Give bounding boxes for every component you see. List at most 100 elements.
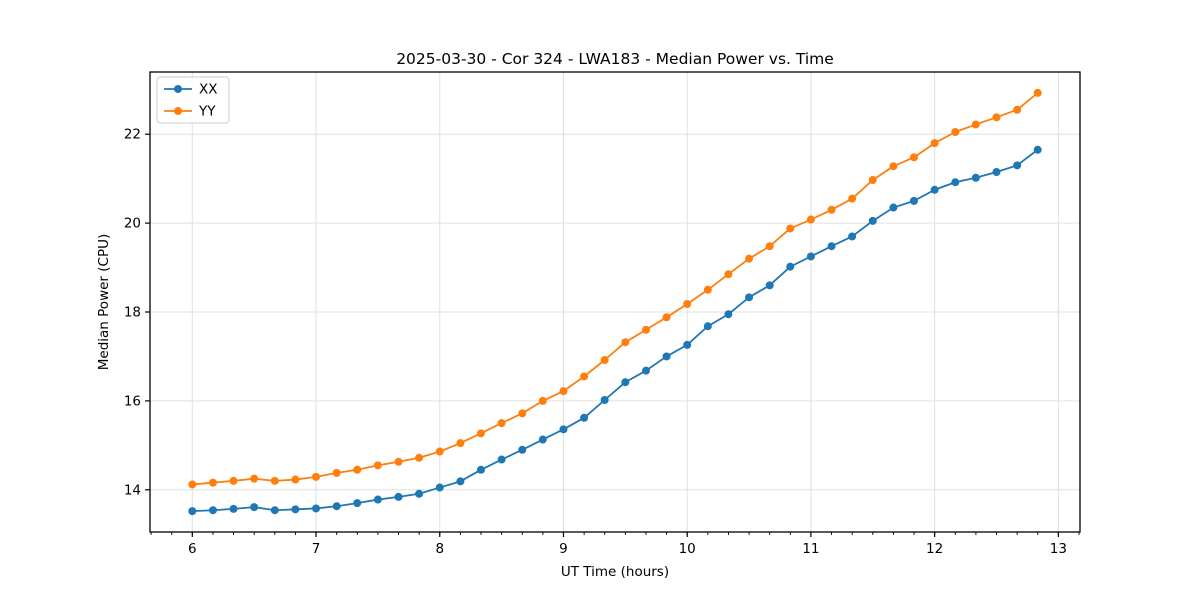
data-point-yy [868, 176, 877, 184]
data-point-yy [745, 254, 754, 263]
data-point-xx [683, 340, 692, 349]
x-tick-label: 7 [312, 541, 321, 557]
data-point-yy [332, 468, 341, 477]
data-point-yy [538, 396, 547, 405]
data-point-yy [188, 480, 197, 489]
series-layer [188, 88, 1042, 516]
data-point-xx [724, 310, 733, 319]
data-point-xx [662, 352, 671, 361]
data-point-xx [889, 203, 898, 212]
data-point-yy [848, 194, 857, 203]
data-point-yy [765, 242, 774, 251]
series-line-xx [192, 149, 1039, 513]
plot-frame [149, 71, 1081, 533]
y-tick-label: 20 [124, 216, 141, 232]
axes-spines [149, 71, 1081, 533]
data-point-xx [930, 185, 939, 194]
x-tick-label: 8 [435, 541, 444, 557]
data-point-xx [745, 293, 754, 302]
data-point-xx [559, 425, 568, 434]
data-point-yy [992, 113, 1001, 122]
data-point-yy [580, 372, 589, 381]
data-point-xx [971, 173, 980, 182]
data-point-xx [806, 252, 815, 261]
data-point-yy [971, 120, 980, 129]
data-point-xx [827, 242, 836, 251]
data-point-yy [683, 300, 692, 308]
data-point-yy [518, 409, 527, 418]
data-point-yy [312, 472, 321, 481]
data-point-xx [250, 503, 259, 512]
data-point-yy [373, 461, 382, 470]
data-point-yy [497, 419, 506, 428]
tick-layer: 6 7 8 9 10 11 12 13 14 16 18 20 22 [124, 127, 1080, 557]
data-point-xx [435, 483, 444, 492]
data-point-yy [435, 447, 444, 456]
data-point-xx [373, 495, 382, 504]
x-tick-label: 13 [1050, 541, 1067, 557]
data-point-xx [848, 232, 857, 241]
data-point-xx [312, 504, 321, 513]
data-point-xx [703, 322, 712, 331]
legend-item-yy: YY [164, 104, 216, 120]
data-point-yy [270, 476, 279, 485]
legend-box [156, 76, 230, 124]
data-point-yy [930, 139, 939, 148]
chart-title: 2025-03-30 - Cor 324 - LWA183 - Median P… [396, 50, 834, 68]
data-point-yy [208, 478, 217, 487]
data-point-xx [332, 502, 341, 511]
data-point-yy [415, 453, 424, 462]
legend-marker-icon [174, 107, 182, 115]
data-point-xx [353, 499, 362, 508]
legend-marker-icon [174, 85, 182, 93]
data-point-yy [353, 465, 362, 474]
data-point-yy [641, 325, 650, 334]
data-point-xx [765, 281, 774, 290]
data-point-yy [889, 162, 898, 171]
data-point-xx [394, 492, 403, 501]
y-tick-label: 18 [124, 305, 141, 321]
data-point-yy [456, 439, 465, 448]
data-point-yy [806, 215, 815, 224]
grid-layer [150, 72, 1080, 532]
data-point-xx [291, 505, 300, 514]
x-tick-label: 9 [559, 541, 568, 557]
data-point-yy [662, 313, 671, 322]
data-point-yy [909, 153, 918, 162]
data-point-yy [703, 285, 712, 294]
y-tick-label: 14 [124, 482, 141, 498]
x-tick-label: 11 [802, 541, 819, 557]
data-point-yy [827, 205, 836, 214]
data-point-xx [951, 178, 960, 187]
data-point-yy [724, 270, 733, 279]
series-line-yy [192, 92, 1039, 486]
data-point-yy [250, 474, 259, 483]
data-point-xx [580, 413, 589, 422]
data-point-yy [1033, 88, 1042, 97]
data-point-xx [497, 455, 506, 464]
x-axis-label: UT Time (hours) [561, 564, 669, 580]
data-point-xx [518, 445, 527, 454]
series-xx [188, 145, 1042, 516]
data-point-xx [538, 435, 547, 444]
x-tick-label: 12 [926, 541, 943, 557]
data-point-xx [476, 465, 485, 474]
data-point-yy [394, 457, 403, 466]
data-point-xx [456, 477, 465, 486]
legend-label-xx: XX [199, 82, 218, 98]
y-tick-label: 22 [124, 127, 141, 143]
data-point-xx [909, 196, 918, 205]
data-point-yy [229, 476, 238, 485]
data-point-xx [208, 506, 217, 515]
data-point-xx [270, 506, 279, 515]
data-point-xx [1013, 161, 1022, 170]
data-point-xx [641, 366, 650, 375]
data-point-xx [600, 396, 609, 404]
data-point-yy [291, 475, 300, 484]
data-point-yy [786, 224, 795, 233]
data-point-xx [188, 507, 197, 516]
x-tick-label: 6 [188, 541, 197, 557]
series-yy [188, 88, 1042, 489]
